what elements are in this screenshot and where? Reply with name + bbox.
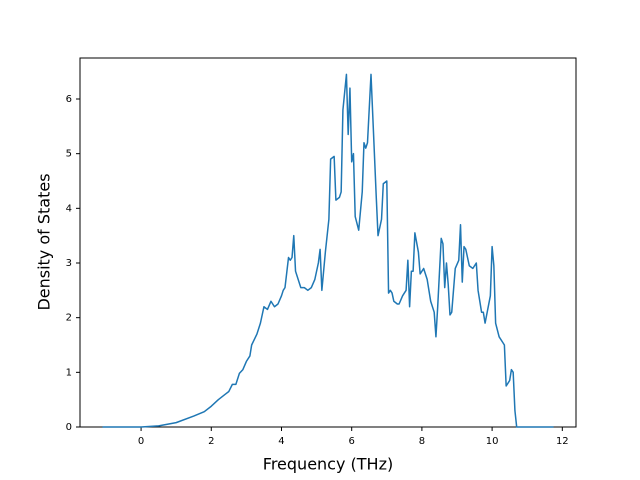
y-axis-label: Density of States <box>35 173 54 310</box>
y-tick-label: 5 <box>66 149 72 160</box>
y-tick-label: 1 <box>66 367 72 378</box>
x-tick-label: 4 <box>278 436 284 447</box>
y-tick-label: 6 <box>66 94 72 105</box>
y-tick-label: 4 <box>66 203 72 214</box>
y-tick-label: 0 <box>66 422 72 433</box>
y-tick-label: 3 <box>66 258 72 269</box>
x-tick-label: 6 <box>349 436 355 447</box>
x-tick-label: 2 <box>208 436 214 447</box>
line-series <box>102 73 554 428</box>
plot-frame <box>79 57 577 428</box>
y-tick-label: 2 <box>66 313 72 324</box>
x-tick-label: 12 <box>556 436 569 447</box>
x-tick-label: 8 <box>419 436 425 447</box>
x-axis-label: Frequency (THz) <box>263 455 393 474</box>
x-tick-label: 10 <box>486 436 499 447</box>
x-tick-label: 0 <box>138 436 144 447</box>
